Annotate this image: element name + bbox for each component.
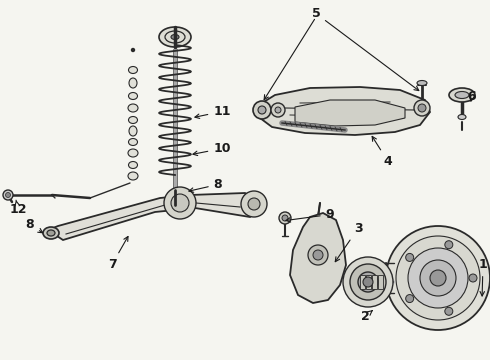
Circle shape: [418, 104, 426, 112]
Circle shape: [408, 248, 468, 308]
Circle shape: [406, 253, 414, 261]
Circle shape: [430, 270, 446, 286]
Circle shape: [271, 103, 285, 117]
Polygon shape: [360, 275, 365, 289]
Circle shape: [241, 191, 267, 217]
Circle shape: [445, 241, 453, 249]
Circle shape: [131, 49, 134, 51]
Ellipse shape: [128, 162, 138, 168]
Text: 4: 4: [372, 136, 392, 168]
Polygon shape: [260, 87, 430, 135]
Circle shape: [248, 198, 260, 210]
Text: 6: 6: [467, 90, 476, 103]
Circle shape: [469, 274, 477, 282]
Circle shape: [343, 257, 393, 307]
Text: 2: 2: [361, 310, 372, 323]
Ellipse shape: [129, 78, 137, 88]
Text: 5: 5: [312, 7, 419, 91]
Polygon shape: [378, 275, 383, 289]
Ellipse shape: [159, 27, 191, 47]
Text: 7: 7: [108, 237, 128, 271]
Circle shape: [358, 272, 378, 292]
Circle shape: [414, 100, 430, 116]
Circle shape: [282, 215, 288, 221]
Circle shape: [350, 264, 386, 300]
Circle shape: [313, 250, 323, 260]
Ellipse shape: [128, 104, 138, 112]
Circle shape: [258, 106, 266, 114]
Ellipse shape: [129, 126, 137, 136]
Polygon shape: [295, 100, 405, 126]
Text: 1: 1: [479, 258, 488, 296]
Ellipse shape: [449, 88, 475, 102]
Ellipse shape: [165, 31, 185, 43]
Polygon shape: [372, 275, 377, 289]
Circle shape: [164, 187, 196, 219]
Ellipse shape: [128, 67, 138, 73]
Circle shape: [279, 212, 291, 224]
Text: 8: 8: [189, 178, 222, 192]
Circle shape: [396, 236, 480, 320]
Polygon shape: [48, 193, 260, 240]
Text: 10: 10: [193, 142, 231, 156]
Ellipse shape: [128, 139, 138, 145]
Ellipse shape: [458, 114, 466, 120]
Circle shape: [171, 194, 189, 212]
Ellipse shape: [43, 227, 59, 239]
Ellipse shape: [128, 117, 138, 123]
Circle shape: [445, 307, 453, 315]
Polygon shape: [366, 275, 371, 289]
Circle shape: [386, 226, 490, 330]
Text: 8: 8: [25, 218, 43, 233]
Polygon shape: [290, 213, 346, 303]
Ellipse shape: [128, 172, 138, 180]
Circle shape: [275, 107, 281, 113]
Text: 9: 9: [286, 208, 334, 222]
Circle shape: [5, 193, 10, 198]
Ellipse shape: [417, 81, 427, 85]
Circle shape: [253, 101, 271, 119]
Circle shape: [420, 260, 456, 296]
Text: 11: 11: [195, 105, 231, 118]
Circle shape: [363, 277, 373, 287]
Ellipse shape: [128, 149, 138, 157]
Circle shape: [3, 190, 13, 200]
Ellipse shape: [128, 93, 138, 99]
Ellipse shape: [171, 35, 179, 40]
Ellipse shape: [455, 91, 469, 99]
Text: 12: 12: [9, 200, 27, 216]
Ellipse shape: [47, 230, 55, 236]
Circle shape: [308, 245, 328, 265]
Circle shape: [406, 294, 414, 302]
Text: 3: 3: [335, 222, 362, 262]
